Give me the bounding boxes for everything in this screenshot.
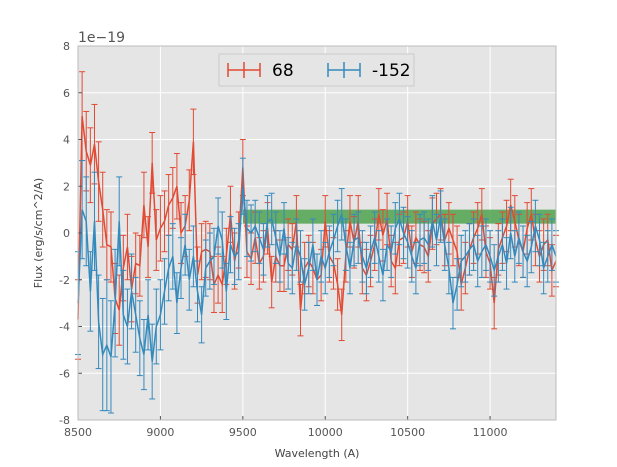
y-tick-label: 0: [63, 227, 70, 240]
legend: 68 -152: [218, 53, 415, 87]
legend-label-neg152: -152: [372, 61, 411, 81]
legend-marker-68: [227, 62, 261, 78]
x-tick-label: 11000: [473, 426, 508, 439]
series-neg152: [75, 157, 559, 414]
y-axis-label: Flux (erg/s/cm^2/A): [32, 178, 45, 288]
legend-marker-neg152: [327, 62, 361, 78]
y-tick-label: -8: [59, 414, 70, 427]
legend-label-68: 68: [272, 61, 294, 81]
x-tick-label: 9500: [229, 426, 257, 439]
y-offset-label: 1e−19: [78, 30, 125, 46]
x-axis-label: Wavelength (A): [275, 447, 360, 460]
plot-frame: [77, 45, 557, 421]
series-line: [77, 186, 557, 362]
series-layer: [75, 71, 559, 414]
y-tick-label: 2: [63, 180, 70, 193]
y-tick-label: -6: [59, 367, 70, 380]
x-tick-label: 10000: [308, 426, 343, 439]
x-tick-label: 9000: [146, 426, 174, 439]
y-tick-label: -4: [59, 321, 70, 334]
x-tick-label: 8500: [64, 426, 92, 439]
x-tick-label: 10500: [390, 426, 425, 439]
y-tick-label: 8: [63, 40, 70, 53]
y-tick-label: 4: [63, 134, 70, 147]
y-tick-label: -2: [59, 274, 70, 287]
y-tick-label: 6: [63, 87, 70, 100]
